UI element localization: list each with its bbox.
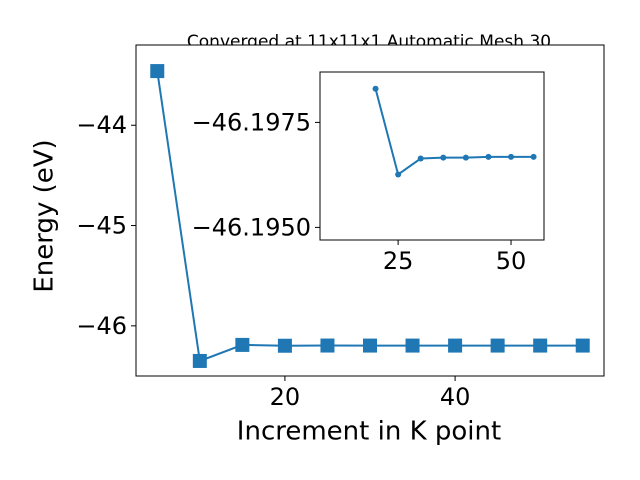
data-point xyxy=(485,153,492,160)
data-point xyxy=(405,338,420,353)
data-point xyxy=(575,338,590,353)
x-tick-label: 40 xyxy=(440,383,471,411)
data-point xyxy=(372,85,379,92)
data-point xyxy=(277,338,292,353)
data-point xyxy=(192,353,207,368)
data-point xyxy=(508,153,515,160)
data-point xyxy=(363,338,377,353)
data-point xyxy=(235,337,250,352)
y-tick-label: −46 xyxy=(76,312,127,340)
x-tick-label: 50 xyxy=(496,247,527,275)
data-point xyxy=(448,338,463,353)
data-point xyxy=(490,338,505,353)
y-tick-label: −46.1975 xyxy=(192,108,311,136)
x-axis-label: Increment in K point xyxy=(237,417,501,447)
data-point xyxy=(395,171,402,178)
data-line xyxy=(374,88,534,177)
y-axis-label: Energy (eV) xyxy=(30,139,60,292)
y-tick-label: −45 xyxy=(76,212,127,240)
data-point xyxy=(530,153,537,160)
x-tick-label: 20 xyxy=(270,383,301,411)
y-tick-label: −46.1950 xyxy=(192,213,311,241)
y-tick-label: −44 xyxy=(76,111,127,139)
data-point xyxy=(320,338,335,353)
data-point xyxy=(462,154,469,161)
data-point xyxy=(150,64,165,79)
data-point xyxy=(533,338,548,353)
data-point xyxy=(417,155,424,162)
data-point xyxy=(440,154,447,161)
x-tick-label: 25 xyxy=(383,247,414,275)
